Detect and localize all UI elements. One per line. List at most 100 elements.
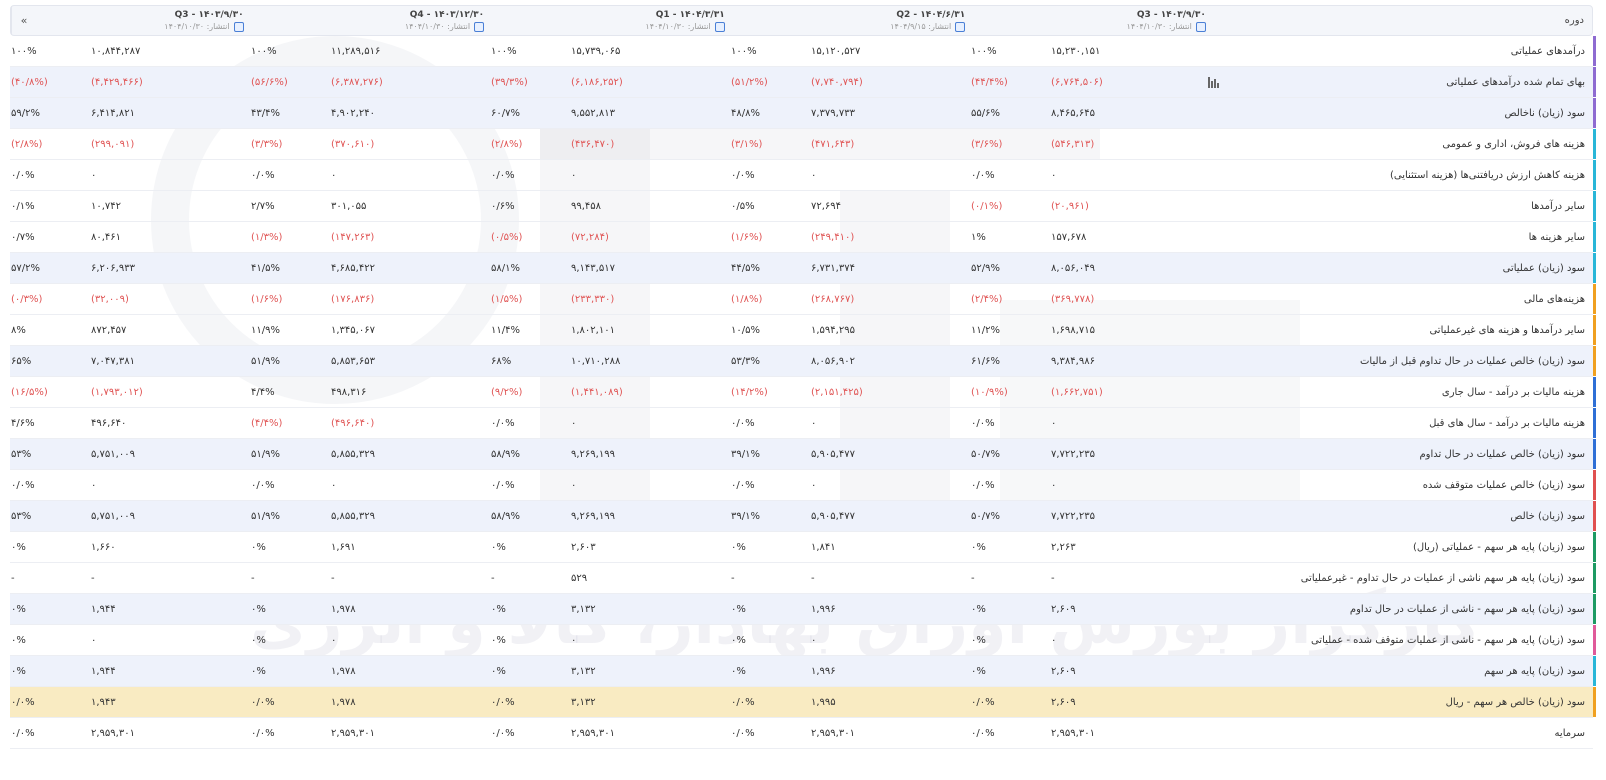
row-category-bar: [1593, 191, 1596, 221]
cell-value: -: [91, 572, 95, 584]
row-label: سود (زیان) عملیاتی: [1211, 263, 1593, 274]
table-row[interactable]: هزینه کاهش ارزش دریافتنی‌ها (هزینه استثن…: [10, 160, 1596, 191]
period-quarter: Q3 - ۱۴۰۳/۹/۳۰: [1136, 9, 1206, 20]
table-row[interactable]: سود (زیان) خالص هر سهم - ریال ۲,۶۰۹ ۰/۰% ۱,…: [10, 687, 1596, 718]
row-label-text: هزینه‌های مالی: [1523, 293, 1585, 305]
cell-percent: (۵۶/۶%): [251, 76, 288, 88]
row-label-text: سایر هزینه ها: [1528, 231, 1585, 243]
table-row[interactable]: بهای تمام شده درآمدهای عملیاتی (۶,۷۶۴,۵۰۶…: [10, 67, 1596, 98]
period-published: انتشار: ۱۴۰۴/۱۰/۳۰: [1126, 22, 1192, 31]
period-column-1[interactable]: Q3 - ۱۴۰۳/۹/۳۰ انتشار: ۱۴۰۴/۱۰/۳۰: [973, 6, 1214, 35]
row-category-bar: [1593, 408, 1596, 438]
bar-chart-icon[interactable]: [1207, 76, 1219, 88]
cell-percent: ۰%: [731, 541, 746, 553]
cell-percent: ۰/۰%: [491, 169, 515, 181]
cell-percent: ۰/۰%: [731, 169, 755, 181]
table-row[interactable]: سود (زیان) خالص عملیات در حال تداوم ۷,۷۲۲…: [10, 439, 1596, 470]
cell-value: ۹,۲۶۹,۱۹۹: [571, 510, 615, 522]
table-row[interactable]: سود (زیان) عملیاتی ۸,۰۵۶,۰۴۹ ۵۲/۹% ۶,۷۳۱,۳۷…: [10, 253, 1596, 284]
cell-percent: ۰/۰%: [11, 696, 35, 708]
cell-value: ۰: [571, 634, 577, 646]
cell-value: ۲,۹۵۹,۳۰۱: [811, 727, 855, 739]
row-label: هزینه مالیات بر درآمد - سال های قبل: [1211, 418, 1593, 429]
table-row[interactable]: هزینه مالیات بر درآمد - سال جاری (۱,۶۶۲,۷…: [10, 377, 1596, 408]
cell-percent: ۰%: [731, 634, 746, 646]
table-row[interactable]: هزینه مالیات بر درآمد - سال های قبل ۰ ۰/۰%…: [10, 408, 1596, 439]
row-label-text: هزینه مالیات بر درآمد - سال جاری: [1441, 386, 1585, 398]
cell-percent: ۰/۷%: [11, 231, 35, 243]
cell-percent: ۰%: [971, 665, 986, 677]
cell-value: ۹,۵۵۲,۸۱۳: [571, 107, 615, 119]
cell-percent: (۵۱/۲%): [731, 76, 768, 88]
table-row[interactable]: سود (زیان) خالص عملیات متوقف شده ۰ ۰/۰% ۰ ۰/…: [10, 470, 1596, 501]
cell-value: ۹,۱۴۳,۵۱۷: [571, 262, 615, 274]
calendar-icon: [714, 21, 725, 32]
cell-percent: ۱۰۰%: [491, 45, 517, 57]
row-label-text: درآمدهای عملیاتی: [1510, 45, 1585, 57]
period-column-3[interactable]: Q1 - ۱۴۰۴/۳/۳۱ انتشار: ۱۴۰۴/۱۰/۳۰: [492, 6, 733, 35]
cell-value: (۷۲,۲۸۴): [571, 231, 609, 243]
cell-value: ۱,۶۹۱: [331, 541, 356, 553]
period-column-4[interactable]: Q4 - ۱۴۰۳/۱۲/۳۰ انتشار: ۱۴۰۴/۱۰/۳۰: [252, 6, 493, 35]
period-column-5[interactable]: Q3 - ۱۴۰۳/۹/۳۰ انتشار: ۱۴۰۴/۱۰/۳۰: [11, 6, 252, 35]
table-row[interactable]: سایر هزینه ها ۱۵۷,۶۷۸ ۱% (۲۴۹,۴۱۰) (۱/۶%) (۷۲…: [10, 222, 1596, 253]
row-label-text: سود (زیان) پایه هر سهم - عملیاتی (ریال): [1412, 541, 1585, 553]
expand-toggle-button[interactable]: »: [11, 6, 36, 35]
cell-percent: ۵۷/۲%: [11, 262, 40, 274]
cell-percent: ۰%: [11, 665, 26, 677]
cell-value: ۱۰,۷۱۰,۲۸۸: [571, 355, 621, 367]
income-statement-table: دوره Q3 - ۱۴۰۳/۹/۳۰ انتشار: ۱۴۰۴/۱۰/۳۰ Q…: [10, 5, 1596, 749]
row-category-bar: [1593, 160, 1596, 190]
cell-percent: ۰/۰%: [491, 479, 515, 491]
cell-value: ۰: [811, 169, 817, 181]
cell-value: ۱,۹۴۴: [91, 665, 116, 677]
cell-percent: ۳۹/۱%: [731, 510, 760, 522]
table-row[interactable]: سایر درآمدها و هزینه های غیرعملیاتی ۱,۶۹۸…: [10, 315, 1596, 346]
cell-value: (۲۶۸,۷۶۷): [811, 293, 855, 305]
row-label: سایر درآمدها و هزینه های غیرعملیاتی: [1211, 325, 1593, 336]
table-row[interactable]: هزینه های فروش، اداری و عمومی (۵۴۶,۳۱۳) (۳…: [10, 129, 1596, 160]
table-row[interactable]: سود (زیان) خالص ۷,۷۲۲,۲۳۵ ۵۰/۷% ۵,۹۰۵,۴۷۷ ۳۹…: [10, 501, 1596, 532]
cell-percent: ۵۸/۹%: [491, 510, 520, 522]
table-row[interactable]: سود (زیان) پایه هر سهم - عملیاتی (ریال) ۲…: [10, 532, 1596, 563]
table-row[interactable]: سود (زیان) پایه هر سهم ناشی از عملیات در…: [10, 563, 1596, 594]
row-label: سود (زیان) خالص: [1211, 511, 1593, 522]
cell-value: ۴۹۸,۳۱۶: [331, 386, 367, 398]
cell-value: ۷,۷۲۲,۲۳۵: [1051, 448, 1095, 460]
cell-percent: ۵۹/۲%: [11, 107, 40, 119]
cell-value: ۱,۵۹۴,۲۹۵: [811, 324, 855, 336]
table-row[interactable]: سود (زیان) ناخالص ۸,۴۶۵,۶۴۵ ۵۵/۶% ۷,۳۷۹,۷۳۳…: [10, 98, 1596, 129]
row-label-text: سایر درآمدها: [1531, 200, 1585, 212]
cell-value: ۰: [571, 417, 577, 429]
table-row[interactable]: هزینه‌های مالی (۳۶۹,۷۷۸) (۲/۴%) (۲۶۸,۷۶۷) (۱…: [10, 284, 1596, 315]
period-column-2[interactable]: Q2 - ۱۴۰۴/۶/۳۱ انتشار: ۱۴۰۴/۹/۱۵: [733, 6, 974, 35]
table-body: درآمدهای عملیاتی ۱۵,۲۳۰,۱۵۱ ۱۰۰% ۱۵,۱۲۰,۵۲۷…: [10, 36, 1596, 749]
table-row[interactable]: سود (زیان) خالص عملیات در حال تداوم قبل …: [10, 346, 1596, 377]
cell-percent: ۰/۰%: [731, 417, 755, 429]
cell-percent: ۰/۰%: [491, 727, 515, 739]
cell-value: ۴,۶۸۵,۴۲۲: [331, 262, 375, 274]
cell-value: ۰: [811, 417, 817, 429]
row-label: سایر هزینه ها: [1211, 232, 1593, 243]
row-label: هزینه های فروش، اداری و عمومی: [1211, 139, 1593, 150]
cell-percent: ۰/۱%: [11, 200, 35, 212]
table-row[interactable]: درآمدهای عملیاتی ۱۵,۲۳۰,۱۵۱ ۱۰۰% ۱۵,۱۲۰,۵۲۷…: [10, 36, 1596, 67]
table-row[interactable]: سرمایه ۲,۹۵۹,۳۰۱ ۰/۰% ۲,۹۵۹,۳۰۱ ۰/۰% ۲,۹۵۹,۳۰…: [10, 718, 1593, 749]
cell-value: (۲۰,۹۶۱): [1051, 200, 1089, 212]
cell-percent: ۵۳%: [11, 448, 32, 460]
table-row[interactable]: سود (زیان) پایه هر سهم - ناشی از عملیات …: [10, 594, 1596, 625]
cell-percent: ۲/۷%: [251, 200, 275, 212]
cell-percent: ۰/۰%: [11, 169, 35, 181]
period-published: انتشار: ۱۴۰۴/۱۰/۳۰: [645, 22, 711, 31]
cell-percent: ۴۸/۸%: [731, 107, 760, 119]
cell-value: ۱۵,۱۲۰,۵۲۷: [811, 45, 861, 57]
cell-percent: ۵۲/۹%: [971, 262, 1000, 274]
row-label: هزینه مالیات بر درآمد - سال جاری: [1211, 387, 1593, 398]
row-category-bar: [1593, 36, 1596, 66]
cell-value: ۱,۶۹۸,۷۱۵: [1051, 324, 1095, 336]
cell-value: ۳,۱۳۲: [571, 665, 596, 677]
cell-value: ۷,۰۴۷,۳۸۱: [91, 355, 135, 367]
table-row[interactable]: سود (زیان) پایه هر سهم - ناشی از عملیات …: [10, 625, 1596, 656]
table-row[interactable]: سود (زیان) پایه هر سهم ۲,۶۰۹ ۰% ۱,۹۹۶ ۰% ۳,۱۳…: [10, 656, 1596, 687]
table-row[interactable]: سایر درآمدها (۲۰,۹۶۱) (۰/۱%) ۷۲,۶۹۴ ۰/۵% ۹۹,۴…: [10, 191, 1596, 222]
